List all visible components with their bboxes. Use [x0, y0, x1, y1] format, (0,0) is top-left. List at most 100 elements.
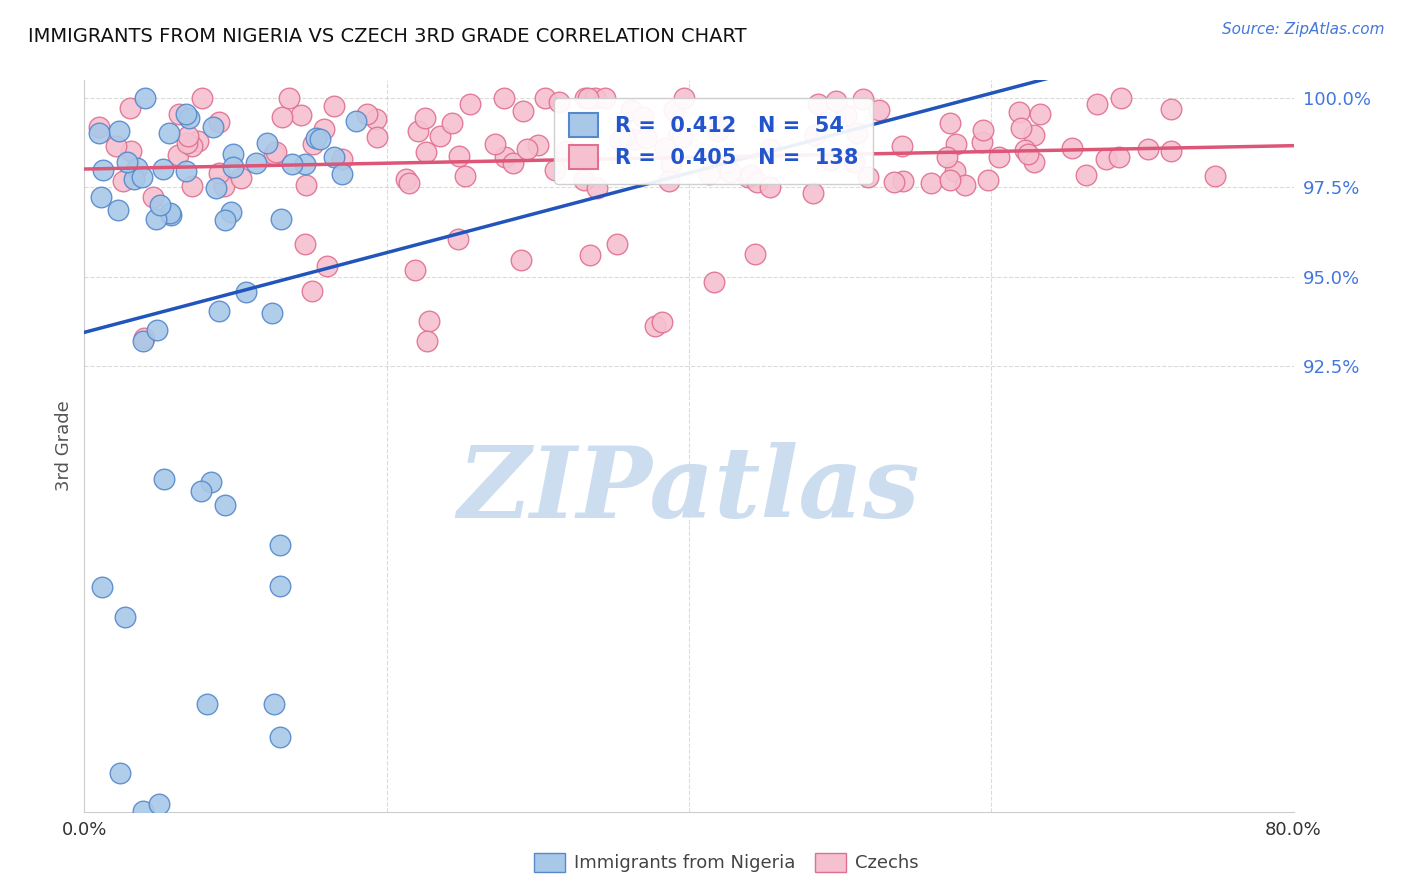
- Point: [364, 112, 387, 126]
- Point: [458, 97, 481, 112]
- Point: [145, 212, 167, 227]
- Point: [195, 698, 218, 712]
- Point: [404, 263, 426, 277]
- Point: [89, 126, 111, 140]
- Point: [1085, 96, 1108, 111]
- Point: [447, 232, 470, 246]
- Point: [271, 110, 294, 124]
- Point: [672, 91, 695, 105]
- Point: [302, 136, 325, 151]
- Point: [120, 144, 142, 158]
- Point: [666, 129, 689, 144]
- Point: [659, 156, 682, 170]
- Point: [107, 124, 129, 138]
- Point: [214, 212, 236, 227]
- Point: [152, 162, 174, 177]
- Point: [703, 276, 725, 290]
- Point: [1017, 146, 1039, 161]
- Point: [269, 579, 291, 593]
- Point: [1076, 168, 1098, 182]
- Point: [89, 120, 111, 134]
- Point: [212, 178, 235, 193]
- Point: [398, 176, 420, 190]
- Point: [229, 171, 252, 186]
- Point: [758, 179, 780, 194]
- Point: [264, 145, 287, 160]
- Point: [1094, 152, 1116, 166]
- Point: [1022, 128, 1045, 143]
- Point: [330, 153, 353, 167]
- Point: [159, 209, 181, 223]
- Y-axis label: 3rd Grade: 3rd Grade: [55, 401, 73, 491]
- Point: [883, 175, 905, 189]
- Point: [294, 157, 316, 171]
- Point: [555, 145, 578, 159]
- Point: [148, 797, 170, 811]
- Point: [972, 135, 994, 149]
- Point: [631, 110, 654, 124]
- Point: [356, 107, 378, 121]
- Point: [807, 97, 830, 112]
- Point: [295, 178, 318, 192]
- Point: [747, 175, 769, 189]
- Point: [159, 205, 181, 219]
- Point: [180, 178, 202, 193]
- Point: [574, 91, 596, 105]
- Point: [953, 178, 976, 192]
- Point: [972, 123, 994, 137]
- Point: [548, 95, 571, 109]
- Point: [868, 103, 890, 117]
- Point: [510, 253, 533, 268]
- Point: [595, 91, 617, 105]
- Point: [148, 198, 170, 212]
- Point: [260, 306, 283, 320]
- Text: ZIPatlas: ZIPatlas: [458, 442, 920, 538]
- Point: [309, 131, 332, 145]
- Point: [484, 136, 506, 151]
- Point: [323, 98, 346, 112]
- Point: [710, 120, 733, 134]
- Point: [114, 610, 136, 624]
- Point: [606, 236, 628, 251]
- Point: [744, 247, 766, 261]
- Point: [314, 122, 336, 136]
- Point: [222, 160, 245, 174]
- Point: [200, 475, 222, 490]
- Point: [671, 129, 693, 144]
- Point: [330, 167, 353, 181]
- Point: [858, 170, 880, 185]
- Point: [740, 169, 762, 183]
- Point: [413, 111, 436, 125]
- Point: [1010, 120, 1032, 135]
- Point: [609, 133, 631, 147]
- Point: [418, 314, 440, 328]
- Point: [891, 174, 914, 188]
- Point: [131, 169, 153, 184]
- Point: [176, 136, 198, 150]
- Point: [803, 186, 825, 200]
- Point: [1160, 144, 1182, 158]
- Point: [90, 580, 112, 594]
- Point: [494, 150, 516, 164]
- Point: [269, 538, 291, 552]
- Point: [305, 131, 328, 145]
- Point: [544, 162, 567, 177]
- Point: [1109, 91, 1132, 105]
- Point: [131, 334, 153, 348]
- Point: [208, 303, 231, 318]
- Point: [406, 123, 429, 137]
- Point: [1108, 150, 1130, 164]
- Point: [644, 318, 666, 333]
- Point: [301, 284, 323, 298]
- Text: Source: ZipAtlas.com: Source: ZipAtlas.com: [1222, 22, 1385, 37]
- Point: [177, 112, 200, 126]
- Point: [945, 136, 967, 151]
- Text: IMMIGRANTS FROM NIGERIA VS CZECH 3RD GRADE CORRELATION CHART: IMMIGRANTS FROM NIGERIA VS CZECH 3RD GRA…: [28, 27, 747, 45]
- Point: [263, 697, 285, 711]
- Point: [890, 139, 912, 153]
- Point: [1024, 155, 1046, 169]
- Point: [1160, 102, 1182, 116]
- Text: Czechs: Czechs: [855, 854, 918, 871]
- Point: [146, 323, 169, 337]
- Point: [214, 498, 236, 512]
